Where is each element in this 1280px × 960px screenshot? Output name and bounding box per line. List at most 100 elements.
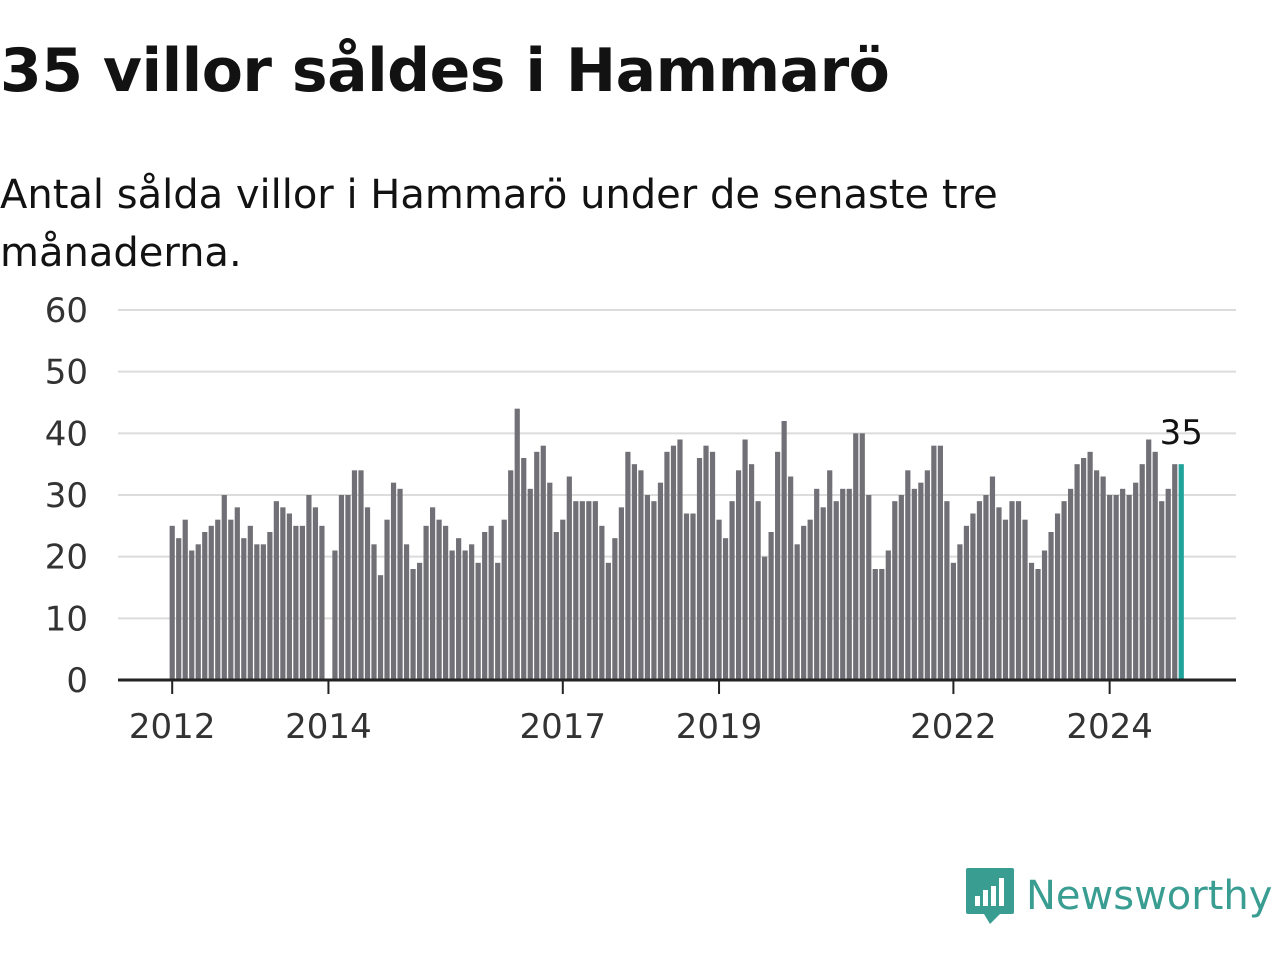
bar <box>1035 569 1041 680</box>
bar <box>670 445 677 680</box>
bar <box>527 488 533 680</box>
bar <box>996 507 1002 680</box>
bar <box>436 519 442 680</box>
bar <box>781 421 787 680</box>
bar <box>228 519 234 680</box>
bar <box>1120 488 1126 680</box>
bar <box>748 464 755 680</box>
bar <box>1022 519 1028 680</box>
y-tick-label: 60 <box>45 291 88 331</box>
bar <box>254 544 260 680</box>
bar <box>501 519 507 680</box>
bar <box>833 501 839 680</box>
bar <box>1172 464 1178 680</box>
bar <box>195 544 201 680</box>
bar <box>814 488 820 680</box>
bar <box>599 525 605 680</box>
bar <box>416 562 423 680</box>
bar <box>970 513 976 680</box>
bar <box>722 538 729 680</box>
bar <box>1094 470 1100 680</box>
bar <box>390 482 397 680</box>
bar <box>462 550 468 680</box>
bar <box>332 550 338 680</box>
bar <box>931 445 937 680</box>
bar <box>423 525 429 680</box>
bar <box>807 519 813 680</box>
bar <box>351 470 358 680</box>
x-tick-label: 2012 <box>129 707 216 747</box>
bar <box>1028 562 1035 680</box>
bar <box>983 495 989 680</box>
bar <box>1081 458 1087 680</box>
bar <box>586 501 592 680</box>
bar <box>605 562 611 680</box>
bar <box>358 470 364 680</box>
bar <box>1061 501 1067 680</box>
bar <box>508 470 514 680</box>
bar <box>1113 495 1119 680</box>
bar <box>762 556 768 680</box>
bar <box>293 525 299 680</box>
bar <box>592 501 598 680</box>
bar <box>182 519 188 680</box>
bar <box>1159 501 1165 680</box>
bar <box>820 507 826 680</box>
bar <box>677 439 683 680</box>
bar <box>1054 513 1061 680</box>
bar <box>1126 495 1132 680</box>
bar <box>403 544 410 680</box>
bar <box>475 562 481 680</box>
bar <box>280 507 286 680</box>
bar <box>1133 482 1139 680</box>
bar <box>872 569 878 680</box>
bar <box>1067 488 1074 680</box>
brand-name: Newsworthy <box>1026 873 1273 919</box>
bar <box>840 488 846 680</box>
bar <box>735 470 742 680</box>
bar <box>924 470 930 680</box>
bar <box>267 532 273 680</box>
bar <box>957 544 963 680</box>
bar <box>911 488 917 680</box>
bar <box>612 538 618 680</box>
y-tick-label: 50 <box>45 353 88 393</box>
bar <box>566 476 572 680</box>
bar <box>560 519 566 680</box>
bar-series <box>169 408 1184 680</box>
bar <box>827 470 833 680</box>
bar <box>521 458 527 680</box>
bar <box>371 544 377 680</box>
bar <box>456 538 462 680</box>
bar <box>631 464 638 680</box>
bar <box>846 488 852 680</box>
bar-chart: 0 10 20 30 40 50 60 2012 2014 2017 2019 2022 2024 3… <box>45 291 1236 747</box>
bar <box>299 525 305 680</box>
x-axis: 2012 2014 2017 2019 2022 2024 <box>118 678 1236 747</box>
bar <box>853 433 859 680</box>
bar <box>495 562 501 680</box>
bar <box>377 575 384 680</box>
x-tick-label: 2019 <box>676 707 763 747</box>
bar <box>273 501 279 680</box>
bar <box>716 519 722 680</box>
bar <box>963 525 970 680</box>
bar <box>547 482 553 680</box>
bar <box>683 513 690 680</box>
bar <box>657 482 664 680</box>
bar <box>859 433 865 680</box>
y-tick-label: 30 <box>45 476 88 516</box>
bar <box>775 451 781 680</box>
bar <box>469 544 475 680</box>
bar <box>169 525 175 680</box>
bar-highlight <box>1178 464 1184 680</box>
data-labels: 35 <box>1160 413 1203 453</box>
bar <box>1074 464 1080 680</box>
bar <box>1009 501 1015 680</box>
bar <box>443 525 449 680</box>
bar <box>1139 464 1145 680</box>
bar <box>892 501 898 680</box>
x-tick-label: 2014 <box>285 707 372 747</box>
bar <box>306 495 312 680</box>
bar <box>989 476 996 680</box>
